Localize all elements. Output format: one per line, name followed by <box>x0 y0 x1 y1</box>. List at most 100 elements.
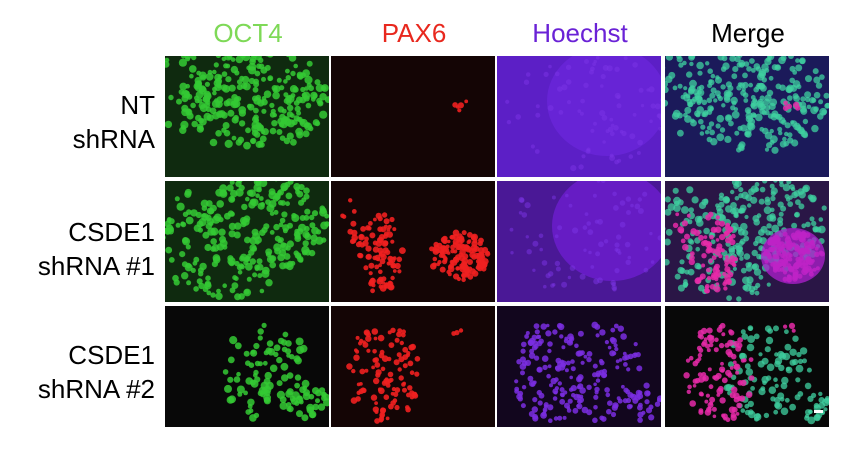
cell <box>607 345 612 350</box>
cell <box>683 92 688 97</box>
cell <box>393 359 400 366</box>
cell <box>557 86 563 92</box>
cell <box>534 149 540 154</box>
cell <box>764 147 770 152</box>
cell <box>528 411 535 417</box>
cell <box>168 94 174 101</box>
cell <box>805 75 812 83</box>
cell <box>190 102 196 109</box>
cell <box>254 266 260 272</box>
cell <box>612 286 617 292</box>
cell <box>191 56 197 61</box>
cell <box>586 147 591 152</box>
cell <box>278 222 284 228</box>
cell <box>819 74 825 80</box>
cell <box>280 362 289 371</box>
cell <box>227 257 236 266</box>
cell <box>312 387 320 395</box>
cell <box>799 347 808 355</box>
row-label-line2: shRNA #2 <box>37 374 155 404</box>
cell <box>748 82 753 88</box>
panel-pax6-row-2 <box>331 181 495 302</box>
cell <box>729 366 734 370</box>
cell <box>742 81 749 89</box>
cell <box>730 414 737 421</box>
cell <box>541 355 549 362</box>
cell <box>739 62 745 68</box>
cell <box>714 285 721 293</box>
cell <box>800 96 806 102</box>
cell <box>592 417 598 424</box>
cell <box>224 139 233 148</box>
cell <box>656 397 661 403</box>
cell <box>644 399 650 405</box>
cell <box>277 253 285 262</box>
cell <box>397 269 402 274</box>
cell <box>738 187 744 193</box>
cell <box>241 75 250 84</box>
cell <box>520 403 526 409</box>
cell <box>757 360 765 368</box>
cell <box>750 386 755 391</box>
cell <box>634 203 641 210</box>
cell <box>777 216 784 223</box>
cell <box>274 192 281 199</box>
cell <box>443 257 448 263</box>
cell <box>276 380 283 387</box>
cell <box>249 379 256 386</box>
cell <box>202 231 210 239</box>
cell <box>787 132 793 138</box>
cell <box>688 88 694 95</box>
cell <box>315 229 322 235</box>
cell <box>723 93 731 101</box>
cell <box>792 93 799 100</box>
cell <box>302 240 309 247</box>
cell <box>469 268 476 275</box>
cell <box>766 282 771 287</box>
cell <box>679 259 685 265</box>
cell <box>369 232 376 239</box>
cell <box>695 358 700 364</box>
cell <box>722 271 727 277</box>
cell <box>817 225 826 234</box>
cell <box>811 392 817 398</box>
cell <box>389 377 394 383</box>
cell <box>439 266 446 273</box>
cell <box>283 137 291 145</box>
cell <box>614 347 619 352</box>
cell <box>590 128 595 133</box>
cell <box>731 110 740 119</box>
cell <box>193 286 199 292</box>
cell <box>642 191 648 197</box>
cell <box>181 272 189 280</box>
cell <box>547 404 554 411</box>
cell <box>568 203 573 208</box>
cell <box>362 340 366 345</box>
cell <box>319 208 328 217</box>
cell <box>686 186 694 194</box>
cell <box>186 280 192 286</box>
cell <box>223 100 230 107</box>
cell <box>696 345 702 351</box>
cell <box>782 183 791 192</box>
cell <box>617 325 624 332</box>
cell <box>576 394 581 399</box>
cell <box>387 330 392 335</box>
cell <box>787 137 794 144</box>
cell <box>414 371 420 377</box>
cell <box>182 211 189 217</box>
cell <box>725 255 729 259</box>
cell <box>394 404 400 411</box>
cell <box>700 124 706 130</box>
cell <box>569 375 573 380</box>
cell <box>748 357 754 362</box>
cell <box>273 209 279 215</box>
cell <box>630 203 634 208</box>
cell <box>277 337 285 345</box>
cell <box>454 243 462 251</box>
cell <box>788 56 794 59</box>
cell <box>716 133 725 142</box>
cell <box>754 182 760 187</box>
cell <box>698 391 704 397</box>
panel-merge-row-3 <box>665 306 829 427</box>
